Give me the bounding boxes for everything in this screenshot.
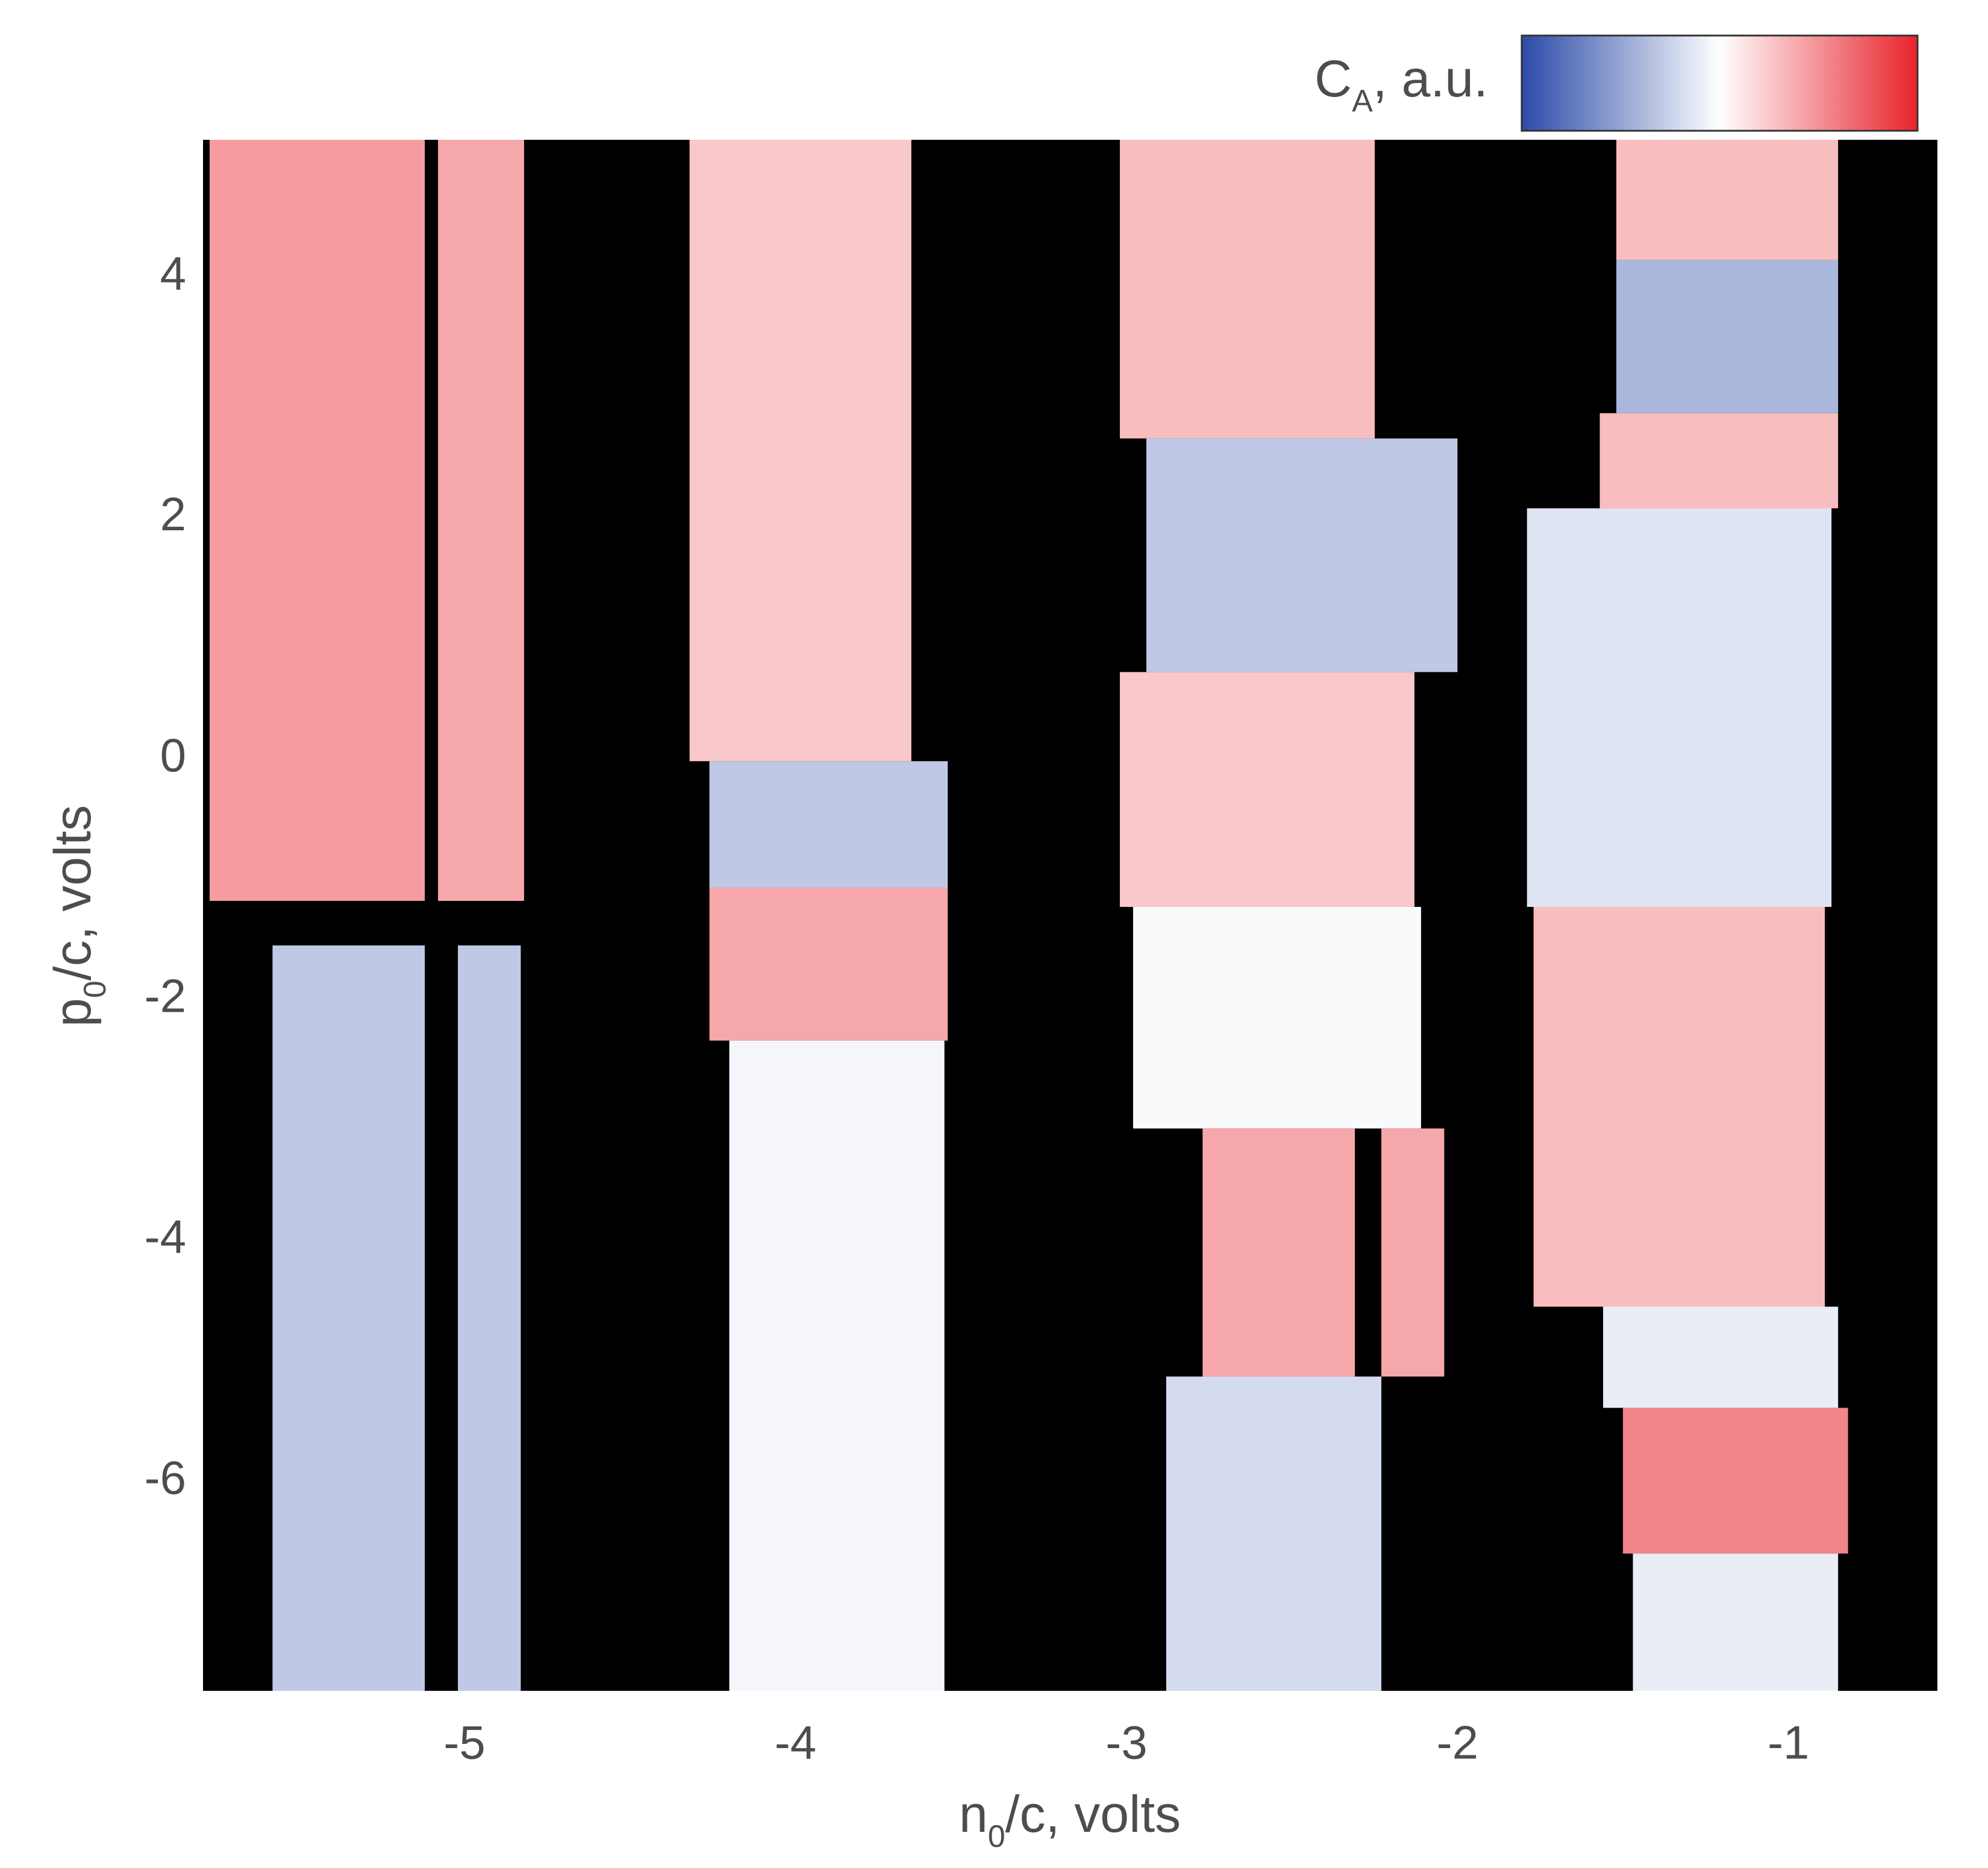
heatmap-cell [1146,438,1458,672]
y-tick-label: -6 [145,1451,186,1504]
heatmap-cell [1533,907,1825,1307]
x-tick-label: -4 [775,1716,816,1769]
x-title-main: n [959,1785,988,1843]
x-title-rest: /c, volts [1005,1785,1181,1843]
colorbar-label-rest: , a.u. [1373,50,1488,108]
y-tick-label: -2 [145,970,186,1023]
heatmap-cell [209,140,425,901]
x-axis-title: n0/c, volts [959,1785,1181,1854]
heatmap-cell [1202,1128,1355,1377]
heatmap-cell [1119,672,1414,907]
colorbar-label: CA, a.u. [1314,50,1488,119]
heatmap-cell [1623,1408,1848,1554]
heatmap-cell [272,945,425,1691]
heatmap-cell [1616,140,1839,260]
heatmap-cell [1616,260,1839,413]
heatmap-cell [709,888,948,1041]
x-tick-label: -2 [1437,1716,1478,1769]
x-tick-label: -5 [443,1716,485,1769]
heatmap-cell [438,140,524,901]
heatmap-cell [1603,1306,1839,1408]
heatmap-cell [1166,1376,1381,1691]
heatmap-cell [1599,413,1839,509]
y-title-main: p [44,998,102,1027]
heatmap-cell [709,761,948,888]
colorbar [1521,34,1919,132]
heatmap-cell [689,140,911,762]
x-tick-label: -1 [1768,1716,1809,1769]
heatmap-cell [1633,1553,1839,1691]
y-axis-title: p0/c, volts [44,805,113,1027]
heatmap-cell [1381,1128,1445,1377]
y-title-sub: 0 [78,980,113,998]
heatmap-cell [1119,140,1375,439]
heatmap-cell [1133,907,1421,1129]
colorbar-label-sub: A [1352,84,1373,119]
x-title-sub: 0 [988,1819,1005,1854]
colorbar-label-main: C [1314,50,1352,108]
y-tick-label: 4 [160,246,186,299]
heatmap-cell [1527,508,1832,907]
y-title-rest: /c, volts [44,805,102,981]
x-tick-label: -3 [1105,1716,1147,1769]
y-tick-label: -4 [145,1210,186,1263]
heatmap-cells [209,140,1848,1691]
heatmap-cell [458,945,521,1691]
y-tick-label: 0 [160,729,186,782]
heatmap-cell [729,1040,945,1691]
y-tick-label: 2 [160,487,186,541]
